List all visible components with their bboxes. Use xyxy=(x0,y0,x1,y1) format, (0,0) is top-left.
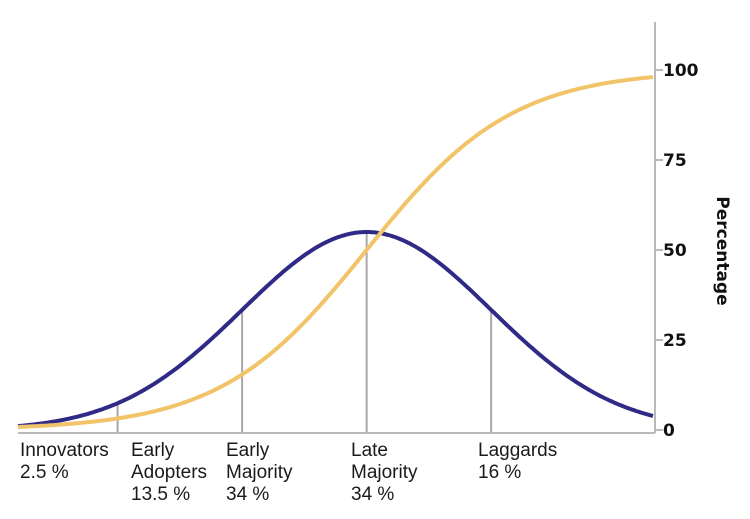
early-adopters-name-2: Adopters xyxy=(131,462,208,483)
label-early-majority: Early Majority 34 % xyxy=(226,440,293,506)
label-late-majority: Late Majority 34 % xyxy=(351,440,418,506)
early-majority-name-2: Majority xyxy=(226,462,293,483)
early-adopters-name-1: Early xyxy=(131,440,175,461)
late-majority-name-2: Majority xyxy=(351,462,418,483)
early-majority-name-1: Early xyxy=(226,440,270,461)
late-majority-share: 34 % xyxy=(351,484,395,505)
y-tick-label: 100 xyxy=(663,61,699,81)
y-axis-label: Percentage xyxy=(712,196,732,306)
y-tick-label: 75 xyxy=(663,151,687,171)
segment-dividers xyxy=(116,232,493,433)
early-majority-share: 34 % xyxy=(226,484,270,505)
label-innovators: Innovators 2.5 % xyxy=(20,440,109,484)
early-adopters-share: 13.5 % xyxy=(131,484,191,505)
late-majority-name-1: Late xyxy=(351,440,388,461)
innovators-share: 2.5 % xyxy=(20,462,69,483)
y-tick-label: 0 xyxy=(663,421,675,441)
label-laggards: Laggards 16 % xyxy=(478,440,557,484)
y-tick-label: 25 xyxy=(663,331,687,351)
y-axis-ticks: 0 25 50 75 100 xyxy=(655,61,699,441)
laggards-share: 16 % xyxy=(478,462,522,483)
cumulative-s-curve xyxy=(17,75,654,429)
y-tick-label: 50 xyxy=(663,241,687,261)
label-early-adopters: Early Adopters 13.5 % xyxy=(131,440,207,506)
adoption-bell-curve xyxy=(17,230,654,429)
laggards-name: Laggards xyxy=(478,440,558,461)
innovators-name: Innovators xyxy=(20,440,109,461)
